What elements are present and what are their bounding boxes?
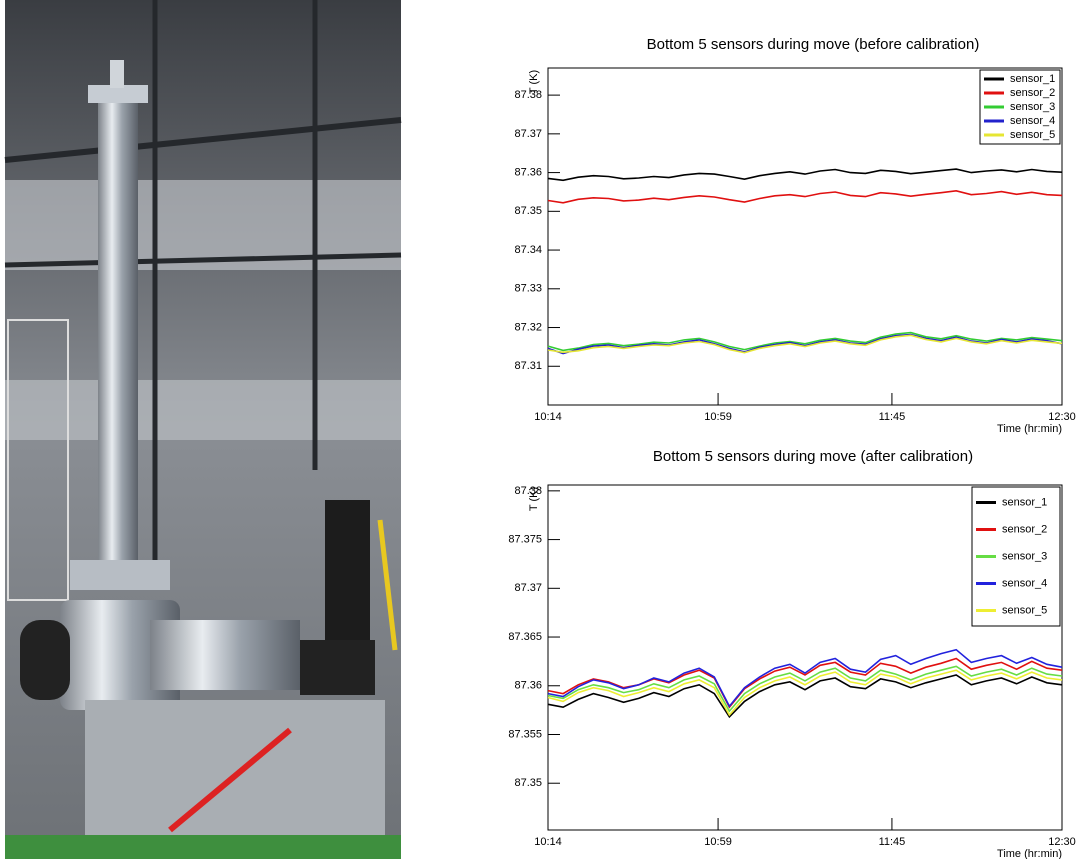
chart-title: Bottom 5 sensors during move (before cal… xyxy=(647,36,980,53)
x-tick-label: 10:14 xyxy=(534,411,562,423)
y-axis-label: T (K) xyxy=(528,70,540,94)
legend-label: sensor_2 xyxy=(1010,87,1055,99)
series-line xyxy=(547,648,1063,708)
legend-label: sensor_4 xyxy=(1002,577,1047,589)
y-tick-label: 87.34 xyxy=(514,244,542,256)
y-tick-label: 87.36 xyxy=(514,680,542,692)
y-tick-label: 87.375 xyxy=(508,533,542,545)
legend-label: sensor_4 xyxy=(1010,115,1055,127)
legend-label: sensor_5 xyxy=(1002,604,1047,616)
plot-frame xyxy=(547,67,1063,406)
y-tick-label: 87.35 xyxy=(514,777,542,789)
series-line xyxy=(547,168,1063,182)
legend-label: sensor_3 xyxy=(1010,101,1055,113)
y-tick-label: 87.37 xyxy=(514,582,542,594)
series-line xyxy=(547,331,1063,352)
y-tick-label: 87.31 xyxy=(514,360,542,372)
y-tick-label: 87.32 xyxy=(514,321,542,333)
legend-label: sensor_5 xyxy=(1010,129,1055,141)
chart: Bottom 5 sensors during move (after cali… xyxy=(508,448,1076,860)
x-tick-label: 10:59 xyxy=(704,411,732,423)
legend-box xyxy=(979,69,1061,145)
x-tick-label: 12:30 xyxy=(1048,836,1076,848)
plot-frame xyxy=(547,484,1063,831)
y-axis-label: T (K) xyxy=(528,487,540,511)
x-tick-label: 10:14 xyxy=(534,836,562,848)
series-line xyxy=(547,657,1063,709)
chart-title: Bottom 5 sensors during move (after cali… xyxy=(653,448,973,465)
chart: Bottom 5 sensors during move (before cal… xyxy=(514,36,1075,435)
y-tick-label: 87.33 xyxy=(514,283,542,295)
x-tick-label: 11:45 xyxy=(879,836,906,848)
legend-label: sensor_3 xyxy=(1002,550,1047,562)
y-tick-label: 87.355 xyxy=(508,728,542,740)
y-tick-label: 87.38 xyxy=(514,89,542,101)
x-tick-label: 10:59 xyxy=(704,836,732,848)
series-line xyxy=(547,669,1063,717)
y-tick-label: 87.38 xyxy=(514,485,542,497)
series-line xyxy=(547,665,1063,713)
y-tick-label: 87.37 xyxy=(514,128,542,140)
series-line xyxy=(547,674,1063,719)
y-tick-label: 87.36 xyxy=(514,166,542,178)
series-line xyxy=(547,334,1063,354)
y-tick-label: 87.365 xyxy=(508,631,542,643)
x-tick-label: 12:30 xyxy=(1048,411,1076,423)
x-tick-label: 11:45 xyxy=(879,411,906,423)
legend-label: sensor_2 xyxy=(1002,523,1047,535)
photo xyxy=(4,0,402,859)
legend-label: sensor_1 xyxy=(1002,496,1047,508)
x-axis-label: Time (hr:min) xyxy=(997,423,1062,435)
legend-label: sensor_1 xyxy=(1010,73,1055,85)
y-tick-label: 87.35 xyxy=(514,205,542,217)
x-axis-label: Time (hr:min) xyxy=(997,848,1062,859)
series-line xyxy=(547,189,1063,204)
